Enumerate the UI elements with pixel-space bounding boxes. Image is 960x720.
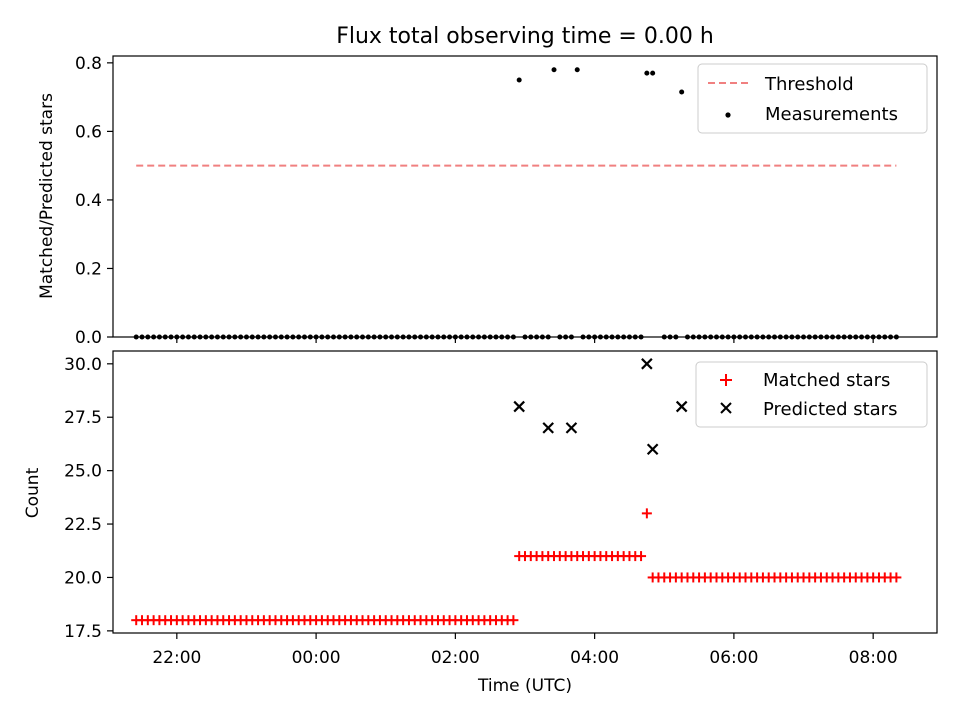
y-tick-label: 30.0 bbox=[64, 355, 102, 375]
legend-measurements-label: Measurements bbox=[765, 104, 898, 125]
y-tick-label: 25.0 bbox=[64, 462, 102, 482]
ratio-plot-frame bbox=[112, 55, 938, 338]
measurement-point bbox=[644, 70, 650, 76]
matched-star-point bbox=[641, 508, 652, 519]
measurement-point bbox=[516, 77, 522, 83]
x-tick-label: 06:00 bbox=[709, 648, 758, 668]
measurement-points-layer bbox=[133, 67, 899, 340]
predicted-star-point bbox=[513, 400, 525, 413]
x-tick-label: 22:00 bbox=[152, 648, 201, 668]
x-tick-label: 04:00 bbox=[570, 648, 619, 668]
ratio-panel: Flux total observing time = 0.00 h 0.00.… bbox=[37, 24, 938, 348]
count-series-layer bbox=[131, 358, 902, 626]
x-tick-label: 02:00 bbox=[431, 648, 480, 668]
matched-star-point bbox=[508, 615, 519, 626]
y-tick-label: 0.6 bbox=[75, 122, 102, 142]
y-tick-label: 0.0 bbox=[75, 328, 102, 348]
predicted-star-point bbox=[565, 422, 578, 434]
count-legend: Matched stars Predicted stars bbox=[695, 361, 928, 428]
y-tick-label: 0.8 bbox=[75, 54, 102, 74]
y-tick-label: 20.0 bbox=[64, 568, 102, 588]
legend-predicted-swatch bbox=[720, 402, 732, 414]
ratio-y-axis-label: Matched/Predicted stars bbox=[37, 93, 57, 299]
chart-title: Flux total observing time = 0.00 h bbox=[336, 24, 714, 49]
count-legend-box bbox=[695, 361, 928, 428]
predicted-star-point bbox=[646, 443, 659, 456]
predicted-star-point bbox=[542, 422, 554, 434]
legend-predicted-label: Predicted stars bbox=[763, 399, 897, 420]
legend-matched-label: Matched stars bbox=[763, 370, 890, 391]
top-x-axis-ticks bbox=[176, 337, 874, 343]
bottom-y-axis-ticks: 17.5 20.0 22.5 25.0 27.5 30.0 bbox=[64, 355, 113, 642]
ratio-legend: Threshold Measurements bbox=[697, 63, 928, 134]
y-tick-label: 17.5 bbox=[64, 622, 102, 642]
count-x-axis-label: Time (UTC) bbox=[477, 676, 572, 696]
matched-star-point bbox=[636, 551, 647, 562]
predicted-star-point bbox=[641, 358, 653, 370]
legend-threshold-label: Threshold bbox=[764, 74, 854, 95]
x-tick-label: 00:00 bbox=[292, 648, 341, 668]
x-tick-label: 08:00 bbox=[849, 648, 898, 668]
y-tick-label: 0.4 bbox=[75, 191, 102, 211]
legend-matched-swatch bbox=[720, 374, 732, 386]
ratio-legend-box bbox=[697, 63, 928, 134]
measurement-point bbox=[574, 67, 580, 73]
legend-measurements-swatch bbox=[725, 112, 731, 118]
y-tick-label: 0.2 bbox=[75, 259, 102, 279]
measurement-point bbox=[551, 67, 557, 73]
measurement-point bbox=[650, 70, 656, 76]
matched-star-point bbox=[891, 572, 902, 583]
count-panel: 17.5 20.0 22.5 25.0 27.5 30.0 22:00 00:00 02:00… bbox=[23, 350, 938, 696]
y-tick-label: 27.5 bbox=[64, 408, 102, 428]
count-y-axis-label: Count bbox=[23, 467, 43, 518]
predicted-star-point bbox=[675, 400, 688, 413]
top-y-axis-ticks: 0.0 0.2 0.4 0.6 0.8 bbox=[75, 54, 113, 348]
bottom-x-axis-ticks: 22:00 00:00 02:00 04:00 06:00 08:00 bbox=[152, 633, 898, 668]
y-tick-label: 22.5 bbox=[64, 515, 102, 535]
measurement-point bbox=[679, 89, 685, 95]
count-plot-frame bbox=[112, 350, 938, 634]
